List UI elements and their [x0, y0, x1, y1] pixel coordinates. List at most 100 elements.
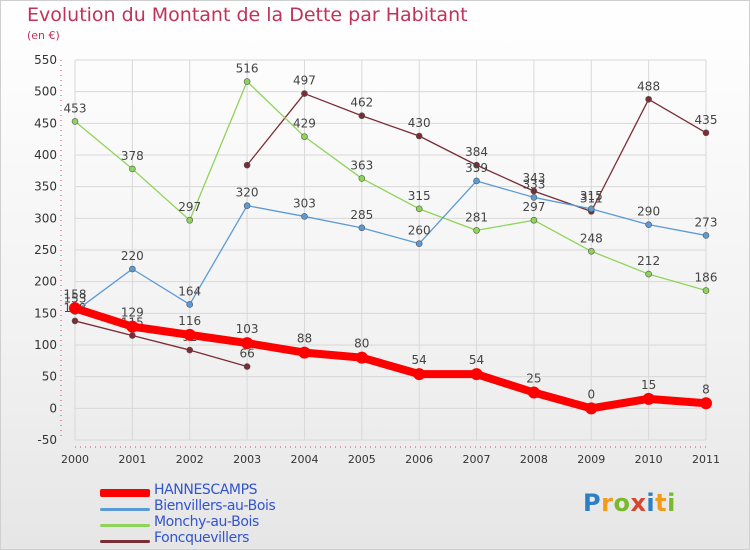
data-point [71, 317, 79, 325]
data-point [183, 328, 196, 341]
legend-label: Monchy-au-Bois [154, 514, 259, 530]
data-label: 320 [236, 186, 259, 200]
data-label: 129 [121, 306, 144, 320]
y-tick-label: -50 [37, 433, 57, 447]
data-point [186, 346, 194, 354]
data-point [645, 95, 652, 103]
data-label: 343 [522, 171, 545, 185]
data-point [527, 386, 540, 399]
data-label: 116 [178, 314, 201, 328]
data-point [358, 112, 366, 120]
data-label: 15 [641, 378, 656, 392]
data-point [642, 392, 655, 405]
data-label: 281 [465, 210, 488, 224]
data-point [413, 368, 426, 381]
y-tick-label: 550 [34, 53, 57, 67]
data-point [186, 301, 194, 308]
data-label: 88 [297, 332, 312, 346]
data-point [587, 205, 595, 213]
proxiti-logo: Proxiti [583, 489, 676, 517]
x-tick-label: 2009 [577, 453, 605, 466]
x-tick-label: 2001 [118, 453, 146, 466]
data-point [358, 224, 366, 232]
data-point [530, 187, 538, 195]
y-tick-label: 300 [34, 211, 57, 225]
data-label: 80 [354, 337, 369, 351]
y-tick-label: 150 [34, 306, 57, 320]
data-point [415, 132, 423, 140]
data-point [243, 363, 251, 370]
x-tick-label: 2006 [405, 453, 433, 466]
x-tick-label: 2003 [233, 453, 261, 466]
data-point [243, 161, 251, 169]
y-tick-label: 350 [34, 180, 57, 194]
data-label: 429 [293, 117, 316, 131]
data-point [301, 133, 308, 140]
data-point [702, 129, 710, 137]
data-point [129, 265, 136, 273]
legend-swatch [100, 523, 150, 527]
data-label: 273 [695, 215, 718, 229]
data-label: 435 [695, 113, 718, 127]
data-label: 315 [408, 189, 431, 203]
data-label: 311 [580, 191, 603, 205]
data-label: 212 [637, 254, 660, 268]
data-point [473, 161, 480, 169]
data-label: 153 [64, 291, 87, 305]
data-point [470, 368, 483, 381]
x-tick-label: 2011 [692, 453, 720, 466]
data-point [298, 346, 311, 359]
data-label: 158 [64, 287, 87, 301]
data-label: 248 [580, 231, 603, 245]
y-tick-label: 50 [42, 370, 57, 384]
data-label: 220 [121, 249, 144, 263]
data-label: 290 [637, 205, 660, 219]
data-point [473, 177, 480, 185]
data-label: 359 [465, 161, 488, 175]
data-point [473, 227, 480, 234]
data-point [243, 202, 251, 209]
data-point [645, 270, 652, 278]
data-point [241, 337, 254, 350]
series-line [74, 180, 707, 313]
x-tick-label: 2004 [290, 453, 318, 466]
data-label: 164 [178, 284, 201, 298]
data-point [585, 402, 598, 415]
data-point [355, 351, 368, 364]
series-line [74, 80, 707, 292]
data-label: 363 [350, 158, 373, 172]
legend-swatch [100, 539, 150, 543]
data-label: 497 [293, 74, 316, 88]
data-point [415, 240, 423, 247]
data-label: 516 [236, 62, 259, 76]
data-point [587, 247, 595, 255]
data-label: 378 [121, 149, 144, 163]
x-tick-label: 2010 [635, 453, 663, 466]
data-point [186, 216, 194, 224]
chart-title: Evolution du Montant de la Dette par Hab… [27, 4, 468, 26]
data-point [301, 213, 308, 220]
data-label: 186 [695, 271, 718, 285]
x-tick-label: 2005 [348, 453, 376, 466]
data-label: 260 [408, 224, 431, 238]
data-point [71, 118, 79, 125]
data-label: 488 [637, 79, 660, 93]
x-tick-label: 2002 [176, 453, 204, 466]
data-label: 54 [412, 353, 427, 367]
x-tick-label: 2008 [520, 453, 548, 466]
y-tick-label: 250 [34, 243, 57, 257]
data-point [415, 205, 423, 213]
chart-subtitle: (en €) [27, 29, 60, 42]
data-label: 297 [178, 200, 201, 214]
data-point [530, 194, 538, 201]
data-label: 0 [587, 387, 595, 401]
y-tick-label: 0 [49, 401, 57, 415]
x-tick-label: 2000 [61, 453, 89, 466]
data-label: 25 [526, 372, 541, 386]
legend-label: Bienvillers-au-Bois [154, 498, 276, 514]
y-tick-label: 450 [34, 116, 57, 130]
data-label: 303 [293, 196, 316, 210]
legend-swatch [100, 507, 150, 511]
